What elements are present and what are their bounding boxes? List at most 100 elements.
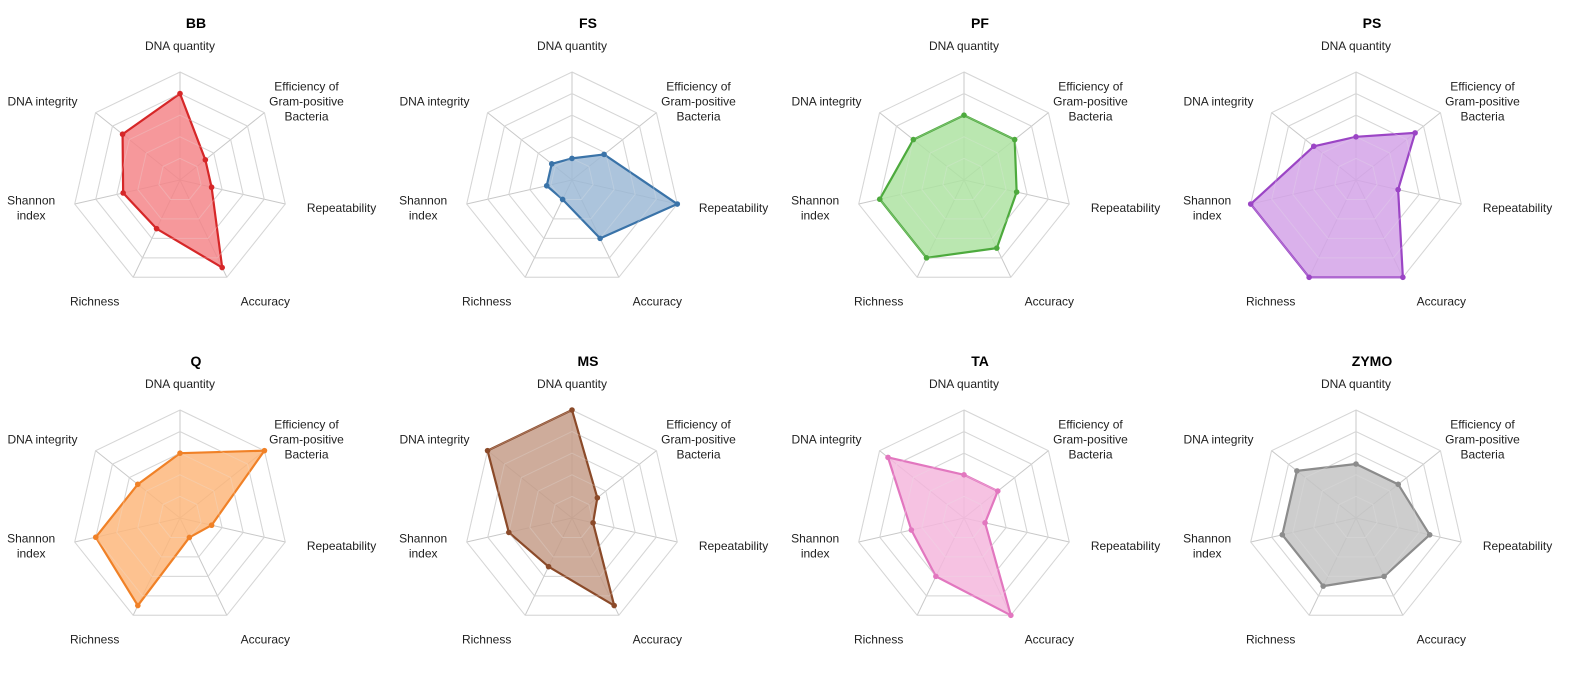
grid-ring	[1271, 431, 1441, 597]
grid-ring-overlay	[858, 409, 1070, 616]
data-point	[674, 201, 681, 207]
data-point	[876, 196, 883, 203]
axis-label: Richness	[462, 295, 511, 309]
axis-label: DNA quantity	[537, 39, 607, 53]
grid-ring	[1250, 409, 1462, 616]
axis-label: Repeatability	[307, 539, 376, 553]
data-point	[119, 131, 126, 138]
data-point	[597, 235, 603, 242]
grid-ring-overlay	[95, 431, 265, 597]
radar-panel-bb: BB DNA quantity Efficiency of Gram-positive…	[0, 0, 392, 338]
chart-title: Q	[190, 353, 202, 369]
grid-ring	[74, 71, 286, 278]
grid-ring-overlay	[529, 136, 615, 220]
grid-ring-overlay	[487, 431, 657, 597]
grid-ring-overlay	[879, 431, 1049, 597]
axis-label: Accuracy	[1417, 633, 1466, 647]
axis-label: Shannon index	[1183, 532, 1231, 561]
grid-ring-overlay	[942, 157, 986, 200]
series-area	[94, 449, 266, 607]
axis-label: Shannon index	[7, 194, 55, 223]
axis-label: Accuracy	[1025, 633, 1074, 647]
chart-title: FS	[579, 15, 597, 31]
grid-ring	[508, 114, 636, 239]
data-point	[153, 225, 160, 232]
axis-label: Efficiency of Gram-positive Bacteria	[661, 79, 736, 123]
axis-label: Richness	[1246, 633, 1295, 647]
axis-label: Richness	[462, 633, 511, 647]
chart-title: ZYMO	[1351, 353, 1393, 369]
grid-ring-overlay	[137, 474, 223, 558]
radar-svg: DNA quantity Efficiency of Gram-positive Ba…	[399, 39, 768, 309]
axis-label: Accuracy	[241, 633, 290, 647]
data-point	[208, 184, 215, 191]
radar-panel-fs: FS DNA quantity Efficiency of Gram-positive…	[392, 0, 784, 338]
grid-ring-overlay	[508, 114, 636, 239]
grid-ring-overlay	[879, 93, 1049, 259]
data-point	[961, 472, 967, 478]
axis-label: DNA quantity	[145, 377, 215, 391]
data-point	[594, 494, 601, 501]
grid-ring-overlay	[1292, 114, 1420, 239]
axis-label: Efficiency of Gram-positive Bacteria	[269, 417, 344, 461]
grid-ring-overlay	[116, 114, 244, 239]
grid-ring-overlay	[1334, 495, 1378, 538]
grid-ring	[858, 409, 1070, 616]
data-point	[548, 161, 555, 167]
grid-ring-overlay	[529, 474, 615, 558]
data-point	[569, 155, 575, 162]
axis-label: Accuracy	[241, 295, 290, 309]
data-point	[506, 529, 512, 536]
grid-ring-overlay	[900, 114, 1028, 239]
grid-ring-overlay	[550, 157, 594, 200]
radar-panel-ps: PS DNA quantity Efficiency of Gram-positive…	[1176, 0, 1568, 338]
data-point	[1310, 143, 1317, 150]
grid-ring-overlay	[1334, 157, 1378, 200]
series-area	[545, 153, 679, 240]
data-point	[135, 602, 141, 609]
grid-ring-overlay	[1313, 474, 1399, 558]
axis-label: DNA quantity	[929, 377, 999, 391]
data-point	[1247, 201, 1254, 207]
axis-label: Efficiency of Gram-positive Bacteria	[661, 417, 736, 461]
data-point	[1013, 189, 1020, 195]
radar-svg: DNA quantity Efficiency of Gram-positive Ba…	[7, 377, 376, 647]
chart-title: TA	[971, 353, 989, 369]
data-point	[559, 196, 566, 203]
axis-label: Repeatability	[1091, 539, 1160, 553]
grid-ring-overlay	[116, 452, 244, 577]
data-point	[1294, 468, 1300, 474]
axis-label: DNA integrity	[7, 432, 77, 446]
grid-ring-overlay	[158, 495, 202, 538]
data-point	[982, 520, 988, 526]
axis-label: Shannon index	[7, 532, 55, 561]
data-point	[177, 450, 183, 456]
axis-label: DNA quantity	[1321, 377, 1391, 391]
axis-label: Efficiency of Gram-positive Bacteria	[1053, 79, 1128, 123]
grid-ring-overlay	[74, 409, 286, 616]
radar-panel-ta: TA DNA quantity Efficiency of Gram-positive…	[784, 338, 1176, 676]
data-point	[910, 136, 917, 143]
axis-label: DNA integrity	[791, 94, 861, 108]
grid-ring-overlay	[1271, 431, 1441, 597]
data-point	[186, 534, 193, 541]
radar-svg: DNA quantity Efficiency of Gram-positive Ba…	[791, 39, 1160, 309]
data-point	[1381, 573, 1387, 580]
axis-label: Shannon index	[399, 532, 447, 561]
radar-svg: DNA quantity Efficiency of Gram-positive Ba…	[1183, 377, 1552, 647]
grid-ring-overlay	[900, 452, 1028, 577]
grid-ring-overlay	[74, 71, 286, 278]
axis-label: Repeatability	[1483, 201, 1552, 215]
axis-label: Richness	[70, 295, 119, 309]
data-point	[484, 447, 491, 454]
axis-label: Accuracy	[633, 633, 682, 647]
axis-label: Richness	[854, 633, 903, 647]
grid-ring	[879, 93, 1049, 259]
grid-ring	[858, 71, 1070, 278]
data-point	[611, 602, 617, 609]
chart-title: PF	[971, 15, 989, 31]
axis-label: Repeatability	[699, 539, 768, 553]
radar-panel-q: Q DNA quantity Efficiency of Gram-positive B…	[0, 338, 392, 676]
axis-label: Efficiency of Gram-positive Bacteria	[1445, 417, 1520, 461]
data-point	[543, 182, 550, 189]
